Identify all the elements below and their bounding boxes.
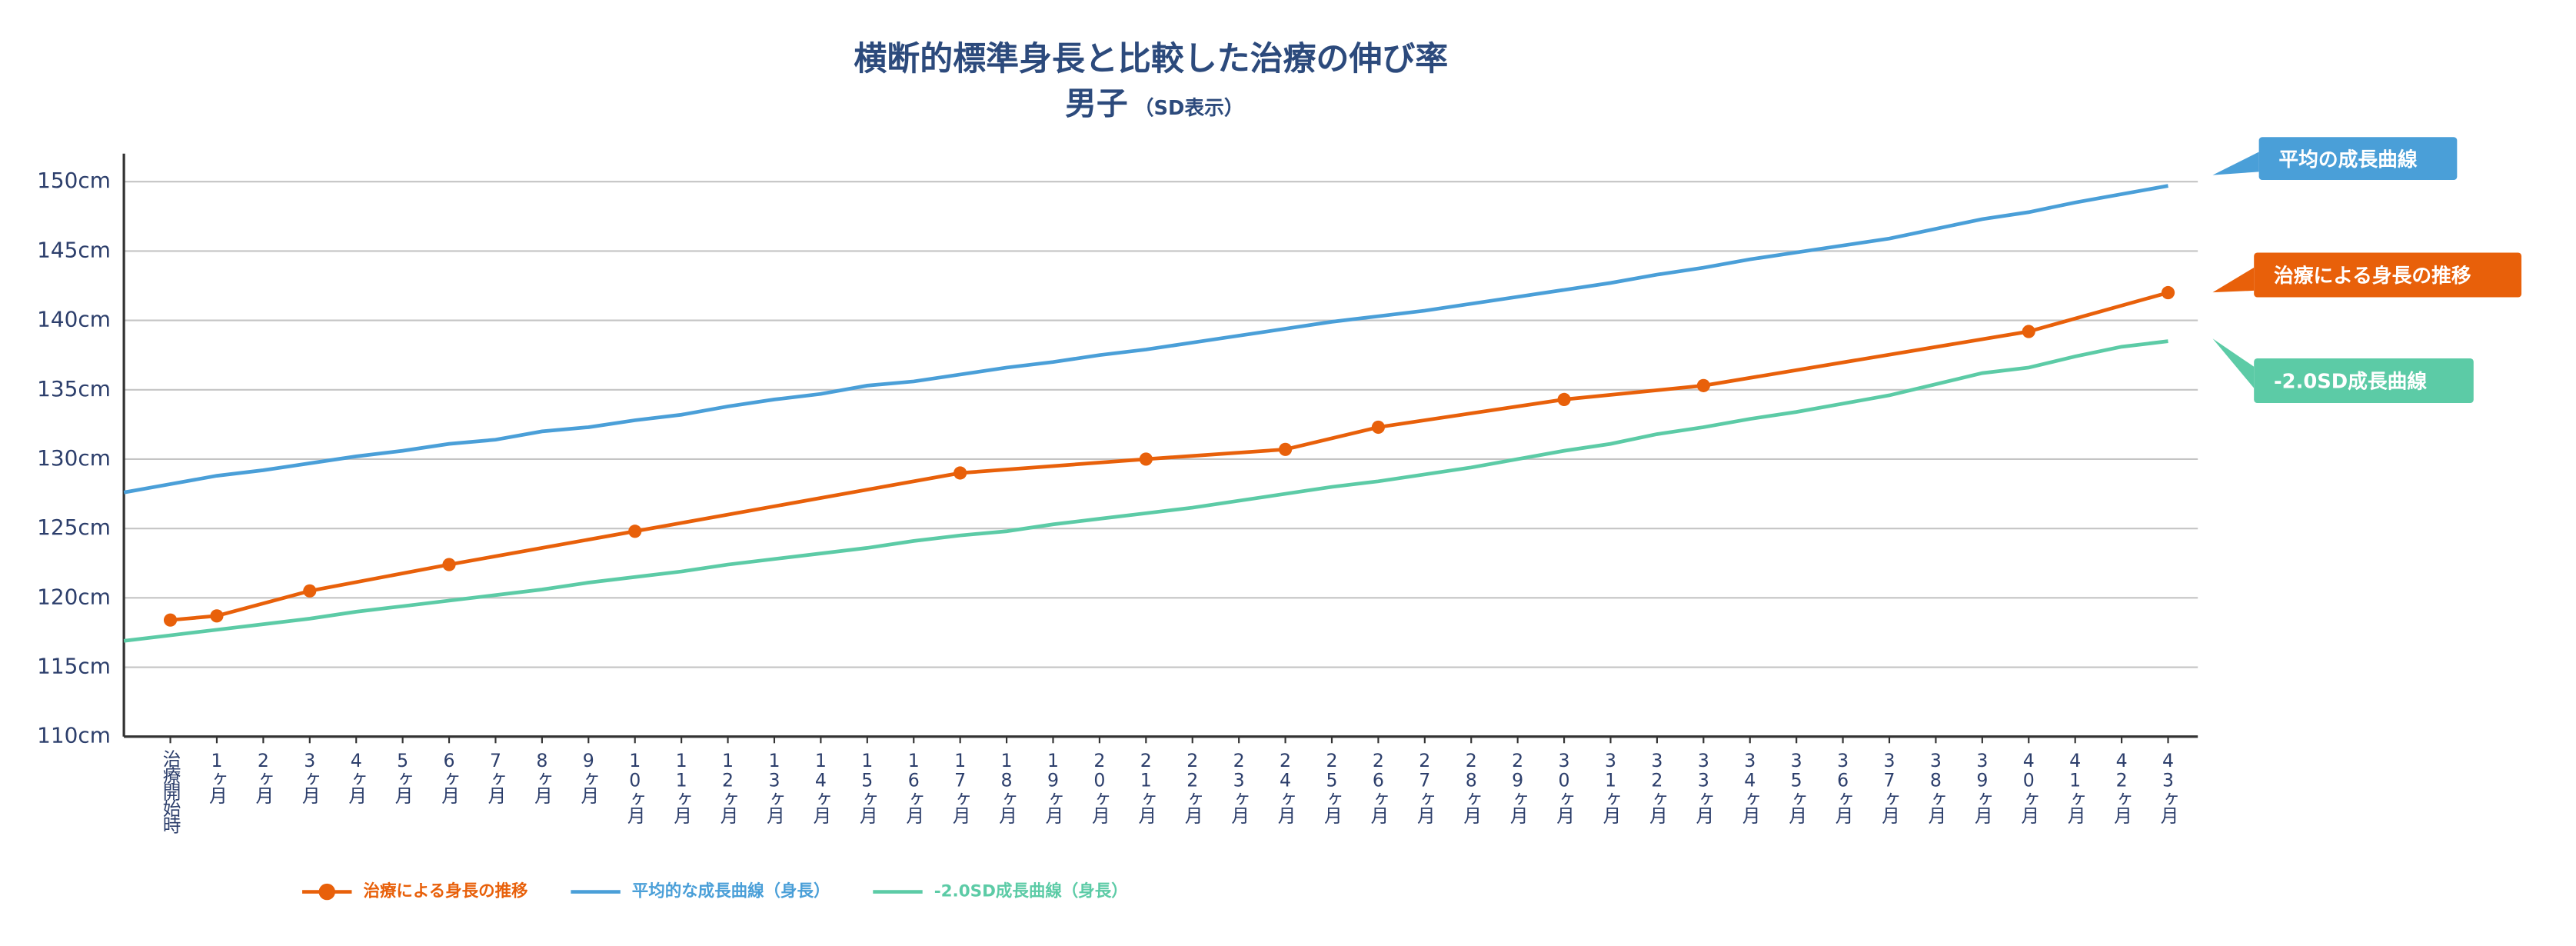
legend-label: 治療による身長の推移	[363, 881, 528, 901]
x-tick-label: 16ヶ月	[903, 750, 924, 824]
x-tick-label: 23ヶ月	[1228, 750, 1250, 824]
y-tick-label: 135cm	[37, 376, 111, 401]
data-point	[1278, 442, 1293, 456]
x-tick-label: 33ヶ月	[1692, 750, 1714, 824]
x-tick-label: 14ヶ月	[810, 750, 831, 824]
series-line	[170, 291, 2169, 622]
x-tick-label: 43ヶ月	[2158, 750, 2179, 824]
x-tick-label: 13ヶ月	[764, 750, 785, 824]
x-tick-label: 26ヶ月	[1367, 750, 1389, 824]
x-tick-label: 11ヶ月	[671, 750, 692, 824]
callout-text: -2.0SD成長曲線	[2274, 370, 2427, 394]
legend-label: -2.0SD成長曲線（身長）	[934, 881, 1128, 901]
data-point	[954, 466, 967, 480]
x-tick-label: 7ヶ月	[484, 750, 506, 804]
x-tick-label: 31ヶ月	[1600, 750, 1622, 824]
x-tick-label: 28ヶ月	[1460, 750, 1482, 824]
x-tick-label: 27ヶ月	[1414, 750, 1436, 824]
x-tick-label: 5ヶ月	[392, 750, 414, 804]
data-point	[1139, 452, 1153, 466]
x-tick-label: 38ヶ月	[1925, 750, 1946, 824]
chart-subtitle: 男子	[1065, 85, 1128, 122]
y-tick-label: 140cm	[37, 307, 111, 332]
callout-pointer	[2212, 152, 2259, 175]
x-tick-label: 39ヶ月	[1972, 750, 1993, 824]
data-point	[303, 584, 317, 598]
x-tick-label: 24ヶ月	[1275, 750, 1296, 824]
chart-subtitle-note: （SD表示）	[1134, 97, 1244, 120]
x-tick-label: 29ヶ月	[1507, 750, 1529, 824]
data-point	[163, 613, 178, 627]
series-line	[123, 339, 2168, 643]
callout-box	[2254, 252, 2522, 298]
series-line	[123, 184, 2168, 495]
data-point	[1371, 420, 1386, 435]
x-tick-label: 30ヶ月	[1553, 750, 1575, 824]
x-tick-label: 35ヶ月	[1786, 750, 1807, 824]
x-tick-label: 40ヶ月	[2018, 750, 2039, 824]
x-tick-label: 18ヶ月	[996, 750, 1017, 824]
data-point	[1696, 378, 1710, 392]
data-point	[442, 558, 456, 571]
x-tick-label: 36ヶ月	[1832, 750, 1854, 824]
x-tick-label: 42ヶ月	[2111, 750, 2132, 824]
y-tick-label: 120cm	[37, 584, 111, 609]
y-tick-label: 110cm	[37, 723, 111, 748]
y-tick-label: 150cm	[37, 168, 111, 193]
x-tick-label: 21ヶ月	[1135, 750, 1157, 824]
x-tick-label: 15ヶ月	[857, 750, 878, 824]
x-tick-label: 10ヶ月	[624, 750, 646, 824]
x-tick-label: 20ヶ月	[1089, 750, 1110, 824]
y-tick-label: 125cm	[37, 515, 111, 540]
x-tick-label: 17ヶ月	[950, 750, 971, 824]
x-tick-label: 19ヶ月	[1042, 750, 1063, 824]
y-tick-label: 115cm	[37, 654, 111, 679]
y-tick-label: 130cm	[37, 445, 111, 471]
x-tick-label: 4ヶ月	[345, 750, 367, 804]
callout-text: 治療による身長の推移	[2274, 265, 2471, 288]
x-tick-label: 2ヶ月	[252, 750, 274, 804]
callout-box	[2254, 358, 2474, 403]
legend-marker	[318, 883, 335, 901]
legend-label: 平均的な成長曲線（身長）	[632, 881, 830, 901]
x-tick-label: 6ヶ月	[438, 750, 460, 804]
y-tick-label: 145cm	[37, 237, 111, 262]
chart-title: 横断的標準身長と比較した治療の伸び率	[854, 40, 1448, 78]
x-tick-label: 37ヶ月	[1879, 750, 1900, 824]
data-point	[1557, 392, 1571, 406]
data-point	[628, 525, 642, 538]
callout-text: 平均の成長曲線	[2278, 148, 2417, 172]
data-point	[2022, 325, 2035, 338]
data-point	[210, 609, 224, 623]
callout-pointer	[2212, 267, 2255, 293]
x-tick-label: 41ヶ月	[2065, 750, 2086, 824]
x-tick-label: 3ヶ月	[299, 750, 321, 804]
callout-pointer	[2212, 338, 2255, 388]
x-tick-label: 8ヶ月	[531, 750, 553, 804]
data-point	[2161, 285, 2175, 300]
x-tick-label: 22ヶ月	[1182, 750, 1203, 824]
x-tick-label: 12ヶ月	[717, 750, 739, 824]
x-tick-label: 1ヶ月	[206, 750, 228, 804]
x-tick-label: 25ヶ月	[1321, 750, 1343, 824]
x-tick-label: 32ヶ月	[1646, 750, 1668, 824]
x-tick-label: 34ヶ月	[1739, 750, 1761, 824]
x-tick-label: 治療開始時	[160, 750, 181, 834]
callout-box	[2258, 137, 2458, 181]
x-tick-label: 9ヶ月	[577, 750, 599, 804]
